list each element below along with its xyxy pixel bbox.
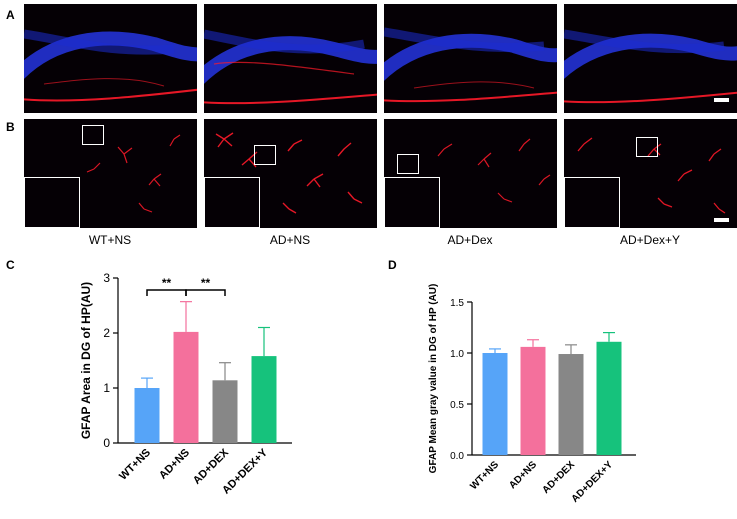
roi-box — [397, 154, 419, 174]
chart-gfap-area: 0 1 2 3 GFAP Area in DG of HP(AU) WT+NS AD+NS A… — [0, 258, 360, 514]
x-tick-label: AD+NS — [507, 459, 539, 491]
bar — [558, 354, 584, 455]
x-tick-label: AD+DEX — [191, 446, 232, 487]
dentate-gyrus-stain — [204, 29, 377, 105]
roi-box — [82, 125, 104, 145]
bar-chart-d: 0.0 0.5 1.0 1.5 GFAP Mean gray value in DG o… — [428, 284, 636, 505]
bar — [212, 380, 238, 443]
y-tick-label: 1.5 — [450, 298, 464, 309]
significance-label: ** — [201, 276, 211, 290]
group-label-ad-ns: AD+NS — [269, 233, 311, 247]
dentate-gyrus-stain — [24, 29, 197, 102]
dentate-gyrus-stain — [384, 27, 557, 103]
bracket-line — [185, 289, 226, 296]
y-tick-label: 1 — [103, 381, 110, 395]
significance-label: ** — [162, 276, 172, 290]
y-axis-label: GFAP Area in DG of HP(AU) — [79, 282, 93, 439]
bracket-line — [146, 289, 187, 296]
y-tick-label: 3 — [103, 271, 110, 285]
gfap-image-ad-dex — [384, 119, 557, 228]
x-tick-label: AD+NS — [157, 447, 192, 482]
y-tick-label: 0.0 — [450, 451, 464, 462]
hippocampus-image-ad-dex-y — [564, 4, 737, 113]
bar — [482, 353, 508, 455]
astrocyte-stain — [215, 132, 363, 214]
y-tick-label: 0.5 — [450, 400, 464, 411]
zoom-inset — [384, 177, 440, 228]
y-axis-label: GFAP Mean gray value in DG of HP (AU) — [428, 284, 439, 474]
bar — [134, 388, 160, 443]
hippocampus-image-ad-ns — [204, 4, 377, 113]
group-label-ad-dex: AD+Dex — [447, 233, 493, 247]
x-tick-label: WT+NS — [117, 447, 153, 483]
scale-bar — [714, 218, 729, 222]
bar — [173, 331, 199, 443]
hippocampus-image-wt-ns — [24, 4, 197, 113]
chart-gfap-mean-gray: 0.0 0.5 1.0 1.5 GFAP Mean gray value in DG o… — [388, 258, 737, 514]
group-label-ad-dex-y: AD+Dex+Y — [619, 233, 681, 247]
dentate-gyrus-stain — [564, 29, 737, 104]
roi-box — [254, 145, 276, 165]
hippocampus-image-ad-dex — [384, 4, 557, 113]
bar — [251, 356, 277, 443]
y-tick-label: 0 — [103, 436, 110, 450]
y-tick-label: 1.0 — [450, 349, 464, 360]
astrocyte-stain — [577, 137, 726, 214]
scale-bar — [714, 98, 729, 102]
zoom-inset — [564, 177, 620, 228]
group-label-wt-ns: WT+NS — [88, 233, 132, 247]
x-tick-label: AD+DEX — [540, 459, 577, 496]
zoom-inset — [24, 177, 80, 228]
x-tick-label: AD+DEX+Y — [570, 459, 616, 505]
significance-bracket: ** — [146, 276, 187, 296]
bar — [596, 341, 622, 455]
astrocyte-stain — [437, 138, 551, 203]
panel-label-a: A — [6, 8, 15, 22]
y-tick-label: 2 — [103, 326, 110, 340]
panel-label-c: C — [6, 258, 15, 272]
zoom-inset — [204, 177, 260, 228]
roi-box — [636, 137, 658, 157]
x-tick-label: WT+NS — [468, 459, 501, 492]
panel-label-b: B — [6, 120, 15, 134]
significance-bracket: ** — [185, 276, 226, 296]
gfap-image-ad-dex-y — [564, 119, 737, 228]
astrocyte-stain — [86, 134, 181, 213]
gfap-image-wt-ns — [24, 119, 197, 228]
bar-chart-c: 0 1 2 3 GFAP Area in DG of HP(AU) WT+NS AD+NSA… — [79, 271, 292, 497]
bar — [520, 346, 546, 455]
gfap-image-ad-ns — [204, 119, 377, 228]
panel-label-d: D — [388, 258, 397, 272]
